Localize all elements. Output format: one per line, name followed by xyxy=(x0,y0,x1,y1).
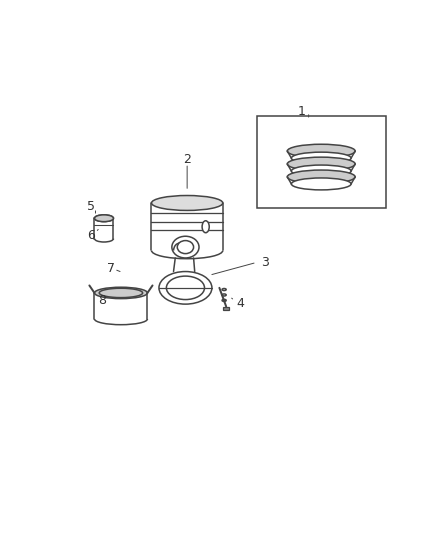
Text: 5: 5 xyxy=(88,200,95,213)
Text: 8: 8 xyxy=(98,294,106,307)
Ellipse shape xyxy=(95,215,113,222)
Ellipse shape xyxy=(287,144,355,158)
Ellipse shape xyxy=(287,157,355,171)
Ellipse shape xyxy=(95,287,148,298)
Ellipse shape xyxy=(177,240,194,254)
Ellipse shape xyxy=(291,165,351,177)
Text: 3: 3 xyxy=(261,256,269,269)
Ellipse shape xyxy=(291,178,351,190)
Text: 4: 4 xyxy=(236,296,244,310)
Ellipse shape xyxy=(95,215,113,222)
Ellipse shape xyxy=(202,221,209,233)
Text: 6: 6 xyxy=(88,229,95,242)
Ellipse shape xyxy=(152,196,223,211)
Bar xyxy=(223,306,229,310)
Ellipse shape xyxy=(159,271,212,304)
Ellipse shape xyxy=(172,236,199,258)
Ellipse shape xyxy=(291,152,351,164)
Text: 7: 7 xyxy=(107,262,115,274)
Bar xyxy=(257,116,386,208)
Text: 2: 2 xyxy=(183,153,191,166)
Ellipse shape xyxy=(287,170,355,184)
Ellipse shape xyxy=(166,276,205,300)
Polygon shape xyxy=(173,258,195,271)
Text: 1: 1 xyxy=(298,105,306,118)
